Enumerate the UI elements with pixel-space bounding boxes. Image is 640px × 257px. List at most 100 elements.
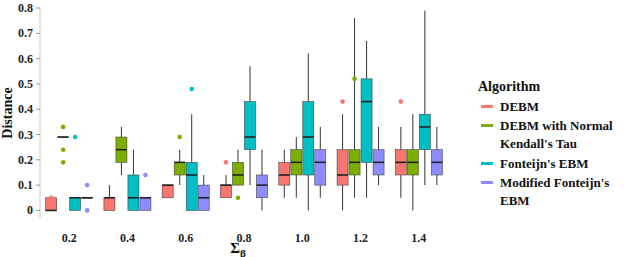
y-axis-line — [40, 8, 41, 218]
median — [221, 184, 232, 186]
y-tick-label: 0.6 — [18, 52, 33, 66]
whisker-lower — [284, 185, 285, 198]
median — [104, 197, 115, 199]
y-tick-label: 0.7 — [18, 26, 33, 40]
whisker-lower — [121, 162, 122, 175]
x-axis-title: Σβ — [230, 240, 246, 257]
box — [70, 198, 81, 211]
median — [291, 162, 302, 164]
box — [245, 102, 256, 150]
y-tick — [36, 33, 40, 34]
legend-key — [481, 181, 493, 184]
outlier — [399, 99, 404, 104]
median — [395, 162, 406, 164]
whisker-upper — [378, 127, 379, 150]
whisker-upper — [424, 11, 425, 115]
y-axis-title: Distance — [0, 87, 15, 138]
median — [128, 197, 139, 199]
y-tick-label: 0.1 — [18, 178, 33, 192]
whisker-upper — [179, 150, 180, 163]
outlier — [49, 195, 54, 200]
median — [58, 136, 69, 138]
median — [431, 162, 442, 164]
y-tick — [36, 134, 40, 135]
whisker-upper — [250, 66, 251, 101]
box — [140, 198, 151, 211]
whisker-upper — [226, 175, 227, 185]
box — [233, 162, 244, 185]
whisker-upper — [308, 54, 309, 102]
median — [407, 162, 418, 164]
box — [279, 162, 290, 185]
box — [373, 150, 384, 175]
legend-key — [481, 162, 493, 165]
median — [140, 197, 151, 199]
whisker-upper — [262, 150, 263, 175]
median — [162, 184, 173, 186]
y-tick-label: 0.3 — [18, 128, 33, 142]
whisker-lower — [250, 150, 251, 185]
outlier — [340, 99, 345, 104]
box — [198, 185, 209, 210]
x-tick-label: 0.2 — [62, 231, 77, 245]
y-tick — [36, 83, 40, 84]
median — [257, 184, 268, 186]
median — [186, 174, 197, 176]
box — [221, 185, 232, 198]
whisker-lower — [436, 175, 437, 185]
y-tick-label: 0.2 — [18, 153, 33, 167]
box — [337, 150, 348, 185]
whisker-upper — [412, 114, 413, 149]
box — [82, 197, 93, 199]
whisker-lower — [412, 175, 413, 210]
median — [349, 162, 360, 164]
whisker-lower — [296, 175, 297, 198]
legend-key — [481, 105, 493, 108]
y-tick — [36, 8, 40, 9]
y-tick — [36, 210, 40, 211]
box — [303, 102, 314, 175]
box — [116, 137, 127, 162]
whisker-lower — [400, 175, 401, 198]
x-tick-label: 0.4 — [120, 231, 135, 245]
box — [349, 150, 360, 175]
y-tick-label: 0.8 — [18, 1, 33, 15]
legend-label: DEBM — [500, 99, 539, 114]
box — [128, 175, 139, 210]
outlier — [61, 160, 66, 165]
legend-title: Algorithm — [478, 79, 541, 94]
whisker-upper — [342, 114, 343, 149]
legend-label: Modified Fonteijn'sEBM — [500, 175, 609, 208]
y-tick-label: 0 — [27, 203, 33, 217]
whisker-upper — [238, 150, 239, 163]
x-tick-label: 1.4 — [411, 231, 426, 245]
x-tick-label: 1.0 — [295, 231, 310, 245]
outlier — [85, 208, 90, 213]
box — [395, 150, 406, 175]
x-axis-title-sub: β — [240, 247, 246, 257]
whisker-upper — [191, 114, 192, 162]
median — [174, 162, 185, 164]
legend-label: DEBM with NormalKendall's Tau — [500, 118, 613, 151]
box — [174, 162, 185, 175]
y-tick — [36, 58, 40, 59]
outlier — [352, 77, 357, 82]
whisker-upper — [400, 127, 401, 150]
box — [186, 162, 197, 210]
plot-marks — [46, 11, 443, 213]
box — [104, 198, 115, 211]
whisker-lower — [342, 185, 343, 210]
whisker-upper — [133, 150, 134, 175]
whisker-upper — [109, 185, 110, 198]
whisker-upper — [203, 175, 204, 185]
outlier — [177, 135, 182, 140]
outlier — [143, 173, 148, 178]
median — [46, 210, 57, 212]
median — [303, 136, 314, 138]
x-tick-label: 0.6 — [178, 231, 193, 245]
median — [337, 174, 348, 176]
outlier — [61, 125, 66, 130]
outlier — [85, 183, 90, 188]
whisker-lower — [366, 162, 367, 197]
whisker-upper — [121, 127, 122, 137]
